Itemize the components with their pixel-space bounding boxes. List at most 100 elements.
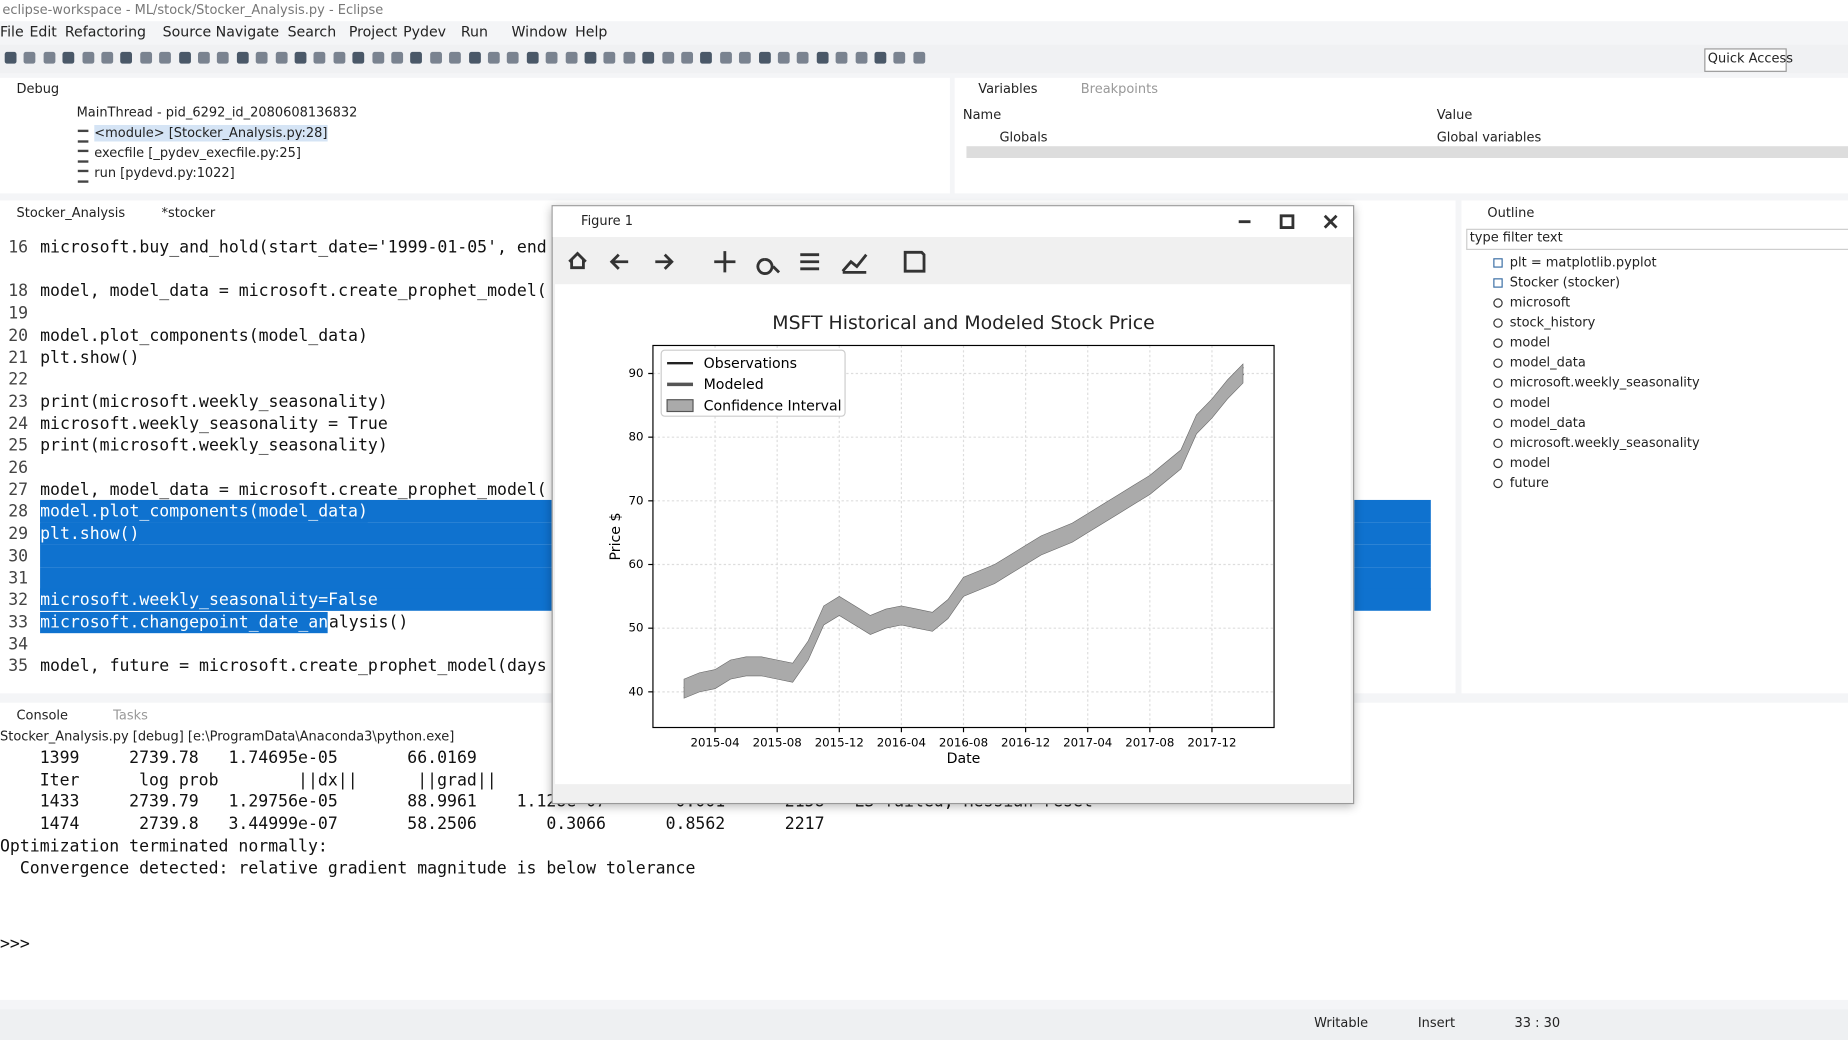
toolbar-icon bbox=[178, 51, 191, 64]
outline-item: model bbox=[1509, 394, 1551, 411]
quick-access-text: Quick Access bbox=[1707, 50, 1793, 67]
legend-swatch bbox=[666, 399, 694, 413]
menu-item[interactable]: Run bbox=[460, 23, 488, 41]
toolbar-icon bbox=[835, 51, 848, 64]
line-number: 22 bbox=[8, 370, 29, 390]
x-tick-label: 2017-12 bbox=[1187, 735, 1236, 749]
debug-frame: execfile [_pydev_execfile.py:25] bbox=[94, 145, 301, 161]
home-button[interactable] bbox=[568, 251, 587, 270]
outline-filter-text: type filter text bbox=[1469, 229, 1563, 246]
menu-item[interactable]: File bbox=[0, 23, 24, 41]
figure-toolbar bbox=[568, 214, 1338, 275]
code-text: microsoft.weekly_seasonality=False bbox=[40, 589, 378, 611]
toolbar-icon bbox=[120, 51, 133, 64]
toolbar-icon bbox=[275, 51, 288, 64]
legend-label: Confidence Interval bbox=[704, 398, 842, 414]
plot-frame bbox=[652, 344, 1275, 729]
outline-item: model_data bbox=[1509, 354, 1586, 371]
line-number: 29 bbox=[8, 524, 29, 544]
toolbar-icon bbox=[526, 51, 539, 64]
outline-item: stock_history bbox=[1509, 314, 1596, 331]
outline-item: future bbox=[1509, 475, 1549, 491]
code-text: alysis() bbox=[328, 613, 409, 632]
toolbar-icon bbox=[700, 51, 713, 64]
outline-icon bbox=[1493, 338, 1503, 348]
configure-button[interactable] bbox=[800, 253, 820, 271]
x-axis-label: Date bbox=[947, 751, 981, 767]
save-button[interactable] bbox=[903, 250, 926, 273]
x-tick-label: 2016-04 bbox=[877, 735, 926, 749]
outline-icon bbox=[1493, 278, 1503, 288]
frame-icon bbox=[77, 129, 89, 143]
outline-filter[interactable] bbox=[1466, 228, 1848, 250]
console-tab: Console bbox=[16, 707, 68, 723]
menu-item[interactable]: Source bbox=[162, 23, 212, 41]
window-controls[interactable] bbox=[1238, 214, 1338, 229]
toolbar-icon bbox=[487, 51, 500, 64]
debug-frame: <module> [Stocker_Analysis.py:28] bbox=[94, 124, 328, 142]
toolbar-icon bbox=[101, 51, 114, 64]
toolbar-icon bbox=[255, 51, 268, 64]
outline-tab: Outline bbox=[1487, 205, 1535, 221]
toolbar-icon bbox=[874, 51, 887, 64]
toolbar-icon bbox=[449, 51, 462, 64]
toolbar-icon bbox=[4, 51, 17, 64]
variable-cell: Globals bbox=[999, 129, 1048, 146]
y-tick-label: 60 bbox=[629, 557, 644, 571]
forward-button[interactable] bbox=[655, 253, 674, 270]
menu-item[interactable]: Navigate bbox=[215, 23, 280, 41]
editor-tab: *stocker bbox=[161, 205, 216, 221]
code-text: microsoft.weekly_seasonality = True bbox=[40, 414, 388, 434]
code-text: plt.show() bbox=[40, 348, 140, 368]
toolbar-icon bbox=[719, 51, 732, 64]
column-header: Value bbox=[1436, 107, 1473, 123]
y-tick-label: 70 bbox=[629, 493, 644, 507]
menu-item[interactable]: Refactoring bbox=[64, 23, 147, 41]
variables-tab: Breakpoints bbox=[1080, 81, 1158, 97]
console-prompt: >>> bbox=[0, 935, 30, 954]
edit-button[interactable] bbox=[841, 253, 868, 274]
outline-icon bbox=[1493, 478, 1503, 489]
toolbar-icon bbox=[62, 51, 75, 64]
outline-item: microsoft.weekly_seasonality bbox=[1509, 435, 1700, 451]
menu-item[interactable]: Help bbox=[575, 23, 608, 41]
confidence-band bbox=[683, 363, 1244, 699]
status-field: Writable bbox=[1314, 1015, 1369, 1031]
code-text: model, future = microsoft.create_prophet… bbox=[40, 657, 547, 676]
line-number: 24 bbox=[8, 414, 29, 434]
debug-tab: Debug bbox=[16, 81, 60, 97]
toolbar-icon bbox=[623, 51, 636, 64]
line-number: 34 bbox=[8, 635, 29, 654]
pan-button[interactable] bbox=[714, 251, 736, 273]
toolbar-icon bbox=[429, 51, 442, 64]
outline-icon bbox=[1493, 378, 1503, 388]
toolbar-icon bbox=[816, 51, 829, 64]
outline-item: microsoft bbox=[1509, 294, 1571, 311]
quick-access[interactable] bbox=[1704, 48, 1787, 72]
toolbar-icon bbox=[333, 51, 346, 64]
menu-item[interactable]: Search bbox=[287, 23, 337, 41]
menu-item[interactable]: Pydev bbox=[403, 23, 447, 41]
outline-icon bbox=[1493, 358, 1503, 368]
console-process: Stocker_Analysis.py [debug] [e:\ProgramD… bbox=[0, 728, 455, 745]
toolbar-icon bbox=[507, 51, 520, 64]
x-tick-label: 2017-08 bbox=[1125, 735, 1174, 749]
toolbar-icon bbox=[545, 51, 558, 64]
legend-label: Observations bbox=[704, 356, 797, 372]
menu-item[interactable]: Edit bbox=[29, 23, 57, 41]
frame-icon bbox=[77, 149, 89, 163]
menu-item[interactable]: Project bbox=[348, 23, 398, 41]
outline-item: microsoft.weekly_seasonality bbox=[1509, 374, 1700, 391]
status-bar bbox=[0, 1009, 1848, 1040]
toolbar-icon bbox=[855, 51, 867, 64]
toolbar-icon bbox=[661, 51, 674, 64]
outline-item: model bbox=[1509, 334, 1551, 351]
zoom-button[interactable] bbox=[756, 257, 781, 275]
x-tick-label: 2017-04 bbox=[1063, 735, 1112, 749]
code-text: model.plot_components(model_data) bbox=[40, 501, 368, 523]
menu-item[interactable]: Window bbox=[511, 23, 568, 41]
back-button[interactable] bbox=[609, 253, 629, 270]
line-number: 26 bbox=[8, 458, 29, 478]
toolbar-icon bbox=[24, 51, 36, 64]
